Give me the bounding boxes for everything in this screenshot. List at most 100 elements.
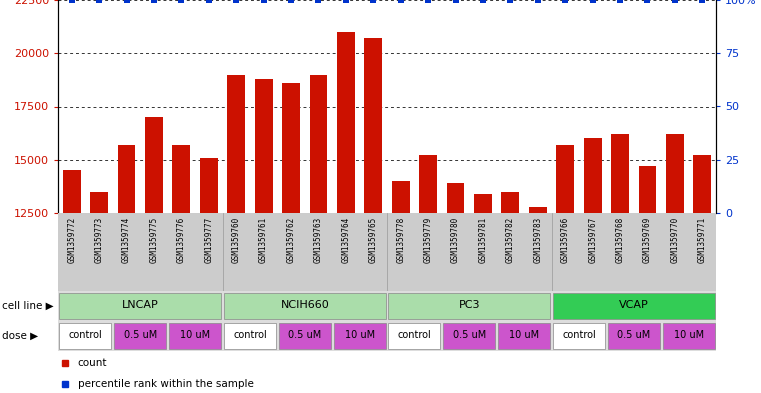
Point (120, 0, 132, 3)
Text: GSM1359777: GSM1359777 (204, 217, 213, 263)
Text: GSM1359781: GSM1359781 (479, 217, 488, 263)
Text: GSM1359783: GSM1359783 (533, 217, 543, 263)
Bar (228, 75, 245, 213)
Point (642, 0, 654, 3)
Bar (114, 323, 167, 349)
Bar (556, 145, 574, 213)
Text: GSM1359771: GSM1359771 (698, 217, 707, 263)
Bar (145, 117, 163, 213)
Text: NCIH660: NCIH660 (280, 300, 329, 310)
Point (614, 0, 626, 3)
Text: GSM1359775: GSM1359775 (149, 217, 158, 263)
Text: GSM1359768: GSM1359768 (616, 217, 625, 263)
Text: control: control (68, 331, 102, 340)
Bar (553, 323, 605, 349)
Bar (498, 323, 550, 349)
Text: GSM1359776: GSM1359776 (177, 217, 186, 263)
Bar (282, 83, 300, 213)
Bar (388, 293, 550, 319)
Bar (173, 145, 190, 213)
Text: GSM1359780: GSM1359780 (451, 217, 460, 263)
Point (696, 0, 708, 3)
Point (669, 0, 681, 3)
Point (230, 0, 242, 3)
Bar (501, 192, 519, 213)
Bar (310, 75, 327, 213)
Text: GSM1359772: GSM1359772 (67, 217, 76, 263)
Bar (443, 323, 495, 349)
Text: 0.5 uM: 0.5 uM (288, 331, 321, 340)
Bar (118, 145, 135, 213)
Bar (365, 39, 382, 213)
Bar (608, 323, 660, 349)
Bar (663, 323, 715, 349)
Text: 0.5 uM: 0.5 uM (123, 331, 157, 340)
Point (532, 0, 544, 3)
Bar (169, 323, 221, 349)
Text: GSM1359764: GSM1359764 (342, 217, 350, 263)
Point (65, 0, 78, 3)
Text: 10 uM: 10 uM (509, 331, 539, 340)
Text: control: control (397, 331, 431, 340)
Point (148, 0, 160, 3)
Bar (200, 158, 218, 213)
Text: PC3: PC3 (458, 300, 480, 310)
Point (477, 0, 489, 3)
Text: control: control (562, 331, 596, 340)
Bar (392, 181, 409, 213)
Point (340, 0, 352, 3)
Bar (584, 138, 601, 213)
Bar (447, 183, 464, 213)
Text: percentile rank within the sample: percentile rank within the sample (78, 379, 253, 389)
Bar (529, 207, 546, 213)
Bar (419, 156, 437, 213)
Point (505, 0, 517, 3)
Text: control: control (233, 331, 267, 340)
Bar (224, 323, 276, 349)
Bar (611, 134, 629, 213)
Bar (693, 156, 712, 213)
Bar (59, 293, 221, 319)
Text: 0.5 uM: 0.5 uM (617, 331, 651, 340)
Text: count: count (78, 358, 107, 368)
Text: cell line ▶: cell line ▶ (2, 301, 53, 311)
Text: GSM1359779: GSM1359779 (424, 217, 432, 263)
Text: GSM1359766: GSM1359766 (561, 217, 570, 263)
Bar (474, 194, 492, 213)
Text: GSM1359774: GSM1359774 (122, 217, 131, 263)
Text: GSM1359767: GSM1359767 (588, 217, 597, 263)
Text: LNCAP: LNCAP (122, 300, 158, 310)
Point (450, 0, 462, 3)
Text: GSM1359765: GSM1359765 (369, 217, 377, 263)
Text: GSM1359782: GSM1359782 (506, 217, 515, 263)
Bar (638, 166, 657, 213)
Point (93, 0, 105, 3)
Text: GSM1359770: GSM1359770 (670, 217, 680, 263)
Bar (63, 171, 81, 213)
Point (395, 0, 407, 3)
Bar (224, 293, 386, 319)
Bar (666, 134, 684, 213)
Text: VCAP: VCAP (619, 300, 648, 310)
Point (202, 0, 215, 3)
Bar (553, 293, 715, 319)
Point (587, 0, 599, 3)
Bar (337, 32, 355, 213)
Bar (59, 323, 111, 349)
Bar (388, 323, 441, 349)
Point (312, 0, 324, 3)
Bar (279, 323, 331, 349)
Text: 10 uM: 10 uM (345, 331, 374, 340)
Text: GSM1359761: GSM1359761 (260, 217, 268, 263)
Bar (255, 79, 272, 213)
Text: GSM1359763: GSM1359763 (314, 217, 323, 263)
Point (285, 0, 297, 3)
Point (559, 0, 572, 3)
Text: 10 uM: 10 uM (180, 331, 210, 340)
Text: 10 uM: 10 uM (673, 331, 704, 340)
Bar (91, 192, 108, 213)
Text: GSM1359773: GSM1359773 (94, 217, 103, 263)
Point (257, 0, 269, 3)
Point (175, 0, 187, 3)
Text: GSM1359778: GSM1359778 (396, 217, 405, 263)
